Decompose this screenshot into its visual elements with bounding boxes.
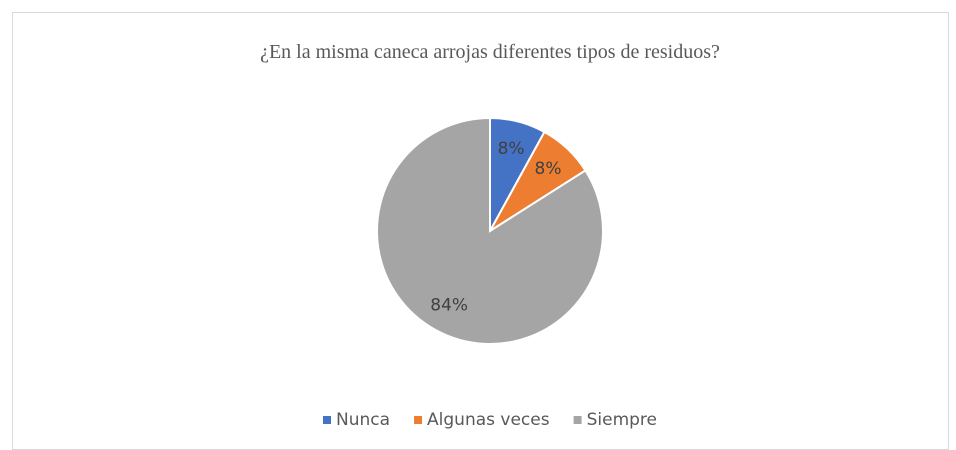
legend-label: Siempre	[587, 410, 657, 430]
data-label: 8%	[498, 139, 525, 159]
data-label: 8%	[535, 159, 562, 179]
legend-swatch	[573, 416, 582, 424]
legend-swatch	[414, 416, 423, 424]
legend-swatch	[323, 416, 331, 424]
legend-label: Algunas veces	[427, 410, 550, 430]
legend-label: Nunca	[336, 410, 390, 430]
chart-title: ¿En la misma caneca arrojas diferentes t…	[260, 41, 720, 63]
pie-slice	[376, 116, 604, 345]
data-label: 84%	[430, 295, 468, 315]
